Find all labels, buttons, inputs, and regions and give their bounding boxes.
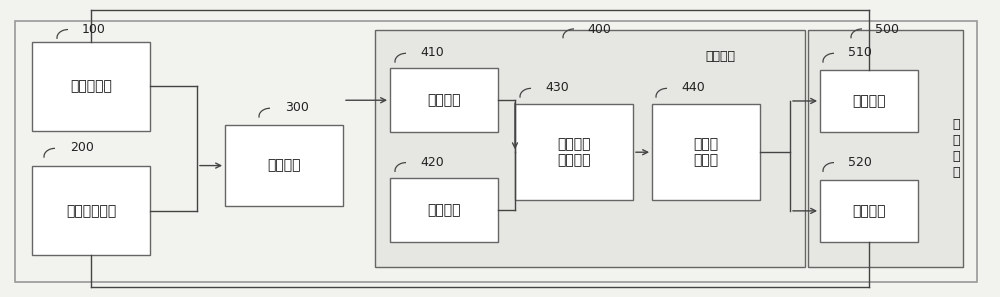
Text: 430: 430 xyxy=(545,81,569,94)
Text: 500: 500 xyxy=(875,23,899,36)
Bar xyxy=(515,104,633,200)
Text: 第二开关: 第二开关 xyxy=(852,204,886,218)
Bar xyxy=(390,68,498,132)
Text: 备用电池模块: 备用电池模块 xyxy=(66,204,116,218)
Bar xyxy=(32,166,150,255)
Text: 计时单元: 计时单元 xyxy=(427,203,461,217)
Text: 控制模块: 控制模块 xyxy=(705,50,735,64)
Text: 520: 520 xyxy=(848,156,872,169)
Text: 420: 420 xyxy=(420,156,444,169)
Bar xyxy=(820,70,918,132)
Text: 300: 300 xyxy=(285,101,309,114)
Text: 开
关
模
块: 开 关 模 块 xyxy=(952,118,960,179)
Bar xyxy=(375,30,805,267)
Text: 510: 510 xyxy=(848,46,872,59)
Text: 电池容量
计算单元: 电池容量 计算单元 xyxy=(557,137,591,167)
Text: 信号输
出单元: 信号输 出单元 xyxy=(693,137,719,167)
Text: 410: 410 xyxy=(420,46,444,59)
Bar xyxy=(652,104,760,200)
Text: 100: 100 xyxy=(82,23,106,36)
Text: 采样模块: 采样模块 xyxy=(267,159,301,173)
Text: 440: 440 xyxy=(681,81,705,94)
Bar xyxy=(15,21,977,282)
Bar xyxy=(390,178,498,242)
Text: 200: 200 xyxy=(70,141,94,154)
Text: 第一开关: 第一开关 xyxy=(852,94,886,108)
Text: 接收单元: 接收单元 xyxy=(427,93,461,107)
Bar xyxy=(820,180,918,242)
Bar xyxy=(225,125,343,206)
Text: 主电池模块: 主电池模块 xyxy=(70,79,112,93)
Bar xyxy=(808,30,963,267)
Bar xyxy=(32,42,150,131)
Text: 400: 400 xyxy=(587,23,611,36)
